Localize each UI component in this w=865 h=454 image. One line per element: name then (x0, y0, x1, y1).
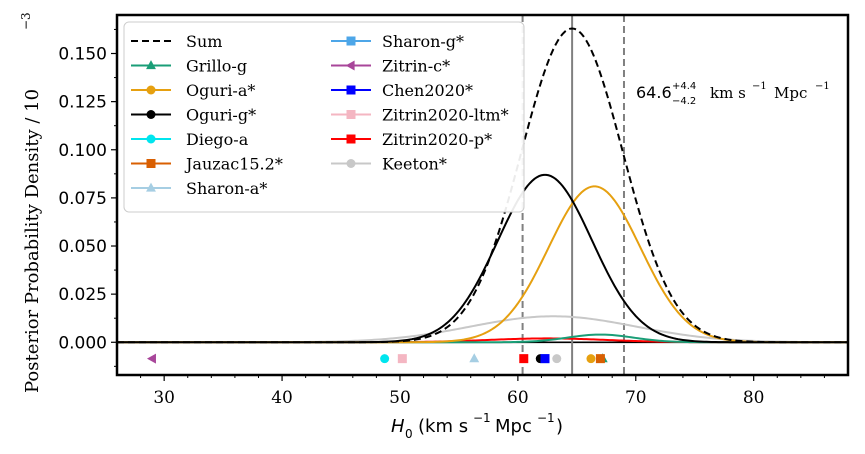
legend-marker (346, 36, 356, 46)
x-tick-label: 60 (507, 388, 529, 408)
y-tick-label: 0.050 (58, 237, 107, 257)
legend-label: Zitrin-c* (382, 57, 450, 76)
x-label-units-1: (km s (418, 416, 468, 437)
legend-marker (346, 134, 356, 144)
legend-item: Oguri-g* (131, 106, 256, 125)
legend-label: Sharon-a* (186, 179, 267, 198)
legend-item: Jauzac15.2* (131, 155, 283, 174)
y-tick-label: 0.075 (58, 189, 107, 209)
point-sharon-a (469, 353, 480, 363)
y-label-sup: −3 (19, 12, 33, 30)
legend-label: Jauzac15.2* (184, 155, 283, 174)
legend-marker (146, 60, 156, 70)
x-label-units-2: Mpc (495, 416, 532, 437)
annotation-units-sup2: −1 (815, 81, 830, 92)
legend-item: Sum (131, 32, 222, 51)
legend-item: Keeton* (331, 155, 447, 174)
curve-sum (117, 27, 848, 344)
point-zitrin2020-ltm (397, 354, 407, 364)
x-label-sup: −1 (473, 411, 491, 425)
legend-item: Oguri-a* (131, 81, 255, 100)
y-axis-label: Posterior Probability Density / 10 −3 (19, 12, 43, 393)
legend-marker (146, 85, 156, 95)
legend-label: Diego-a (186, 130, 249, 149)
h0-annotation: 64.6 +4.4 −4.2 km s −1 Mpc −1 (636, 81, 830, 107)
y-tick-label: 0.025 (58, 285, 107, 305)
x-label-units-3: ) (556, 416, 563, 437)
legend-item: Grillo-g (131, 57, 247, 76)
legend-item: Sharon-a* (131, 179, 267, 198)
legend-item: Sharon-g* (331, 32, 464, 51)
legend-marker (346, 85, 356, 95)
legend-label: Keeton* (382, 155, 447, 174)
x-axis-label: H 0 (km s −1 Mpc −1 ) (391, 411, 563, 441)
legend-marker (346, 110, 356, 119)
x-tick-label: 80 (743, 388, 765, 408)
point-zitrin2020-p (519, 354, 529, 364)
legend-label: Grillo-g (186, 57, 247, 76)
legend-label: Zitrin2020-ltm* (382, 106, 509, 125)
x-label-sup2: −1 (537, 411, 555, 425)
legend-item: Zitrin2020-p* (331, 130, 492, 149)
point-diego-a (380, 354, 390, 364)
x-tick-label: 50 (389, 388, 411, 408)
legend-marker (146, 134, 156, 144)
legend-label: Sharon-g* (382, 32, 464, 51)
plot-frame (115, 13, 850, 377)
legend-label: Oguri-a* (186, 81, 255, 100)
legend-marker (146, 110, 156, 119)
legend-label: Sum (186, 32, 222, 51)
x-tick-label: 40 (271, 388, 293, 408)
point-jauzac15-2 (595, 354, 605, 364)
annotation-minus: −4.2 (672, 96, 696, 107)
legend-item: Zitrin-c* (331, 57, 450, 76)
legend: Sum Grillo-g Oguri-a* Oguri-g* Diego-a Jauzac… (123, 21, 525, 213)
x-label-sub: 0 (405, 427, 413, 441)
point-oguri-a (586, 354, 596, 364)
y-tick-label: 0.000 (58, 333, 107, 353)
annotation-value: 64.6 (636, 83, 672, 102)
legend-label: Zitrin2020-p* (382, 130, 492, 149)
legend-item: Zitrin2020-ltm* (331, 106, 509, 125)
legend-label: Chen2020* (382, 81, 473, 100)
legend-marker (346, 159, 356, 168)
legend-marker (146, 159, 156, 168)
legend-marker (146, 182, 156, 192)
y-tick-label: 0.150 (58, 45, 107, 65)
y-label-main: Posterior Probability Density / 10 (22, 89, 43, 393)
y-tick-label: 0.100 (58, 141, 107, 161)
x-tick-label: 30 (153, 388, 175, 408)
annotation-units-sup: −1 (752, 81, 767, 92)
x-tick-label: 70 (625, 388, 647, 408)
legend-item: Diego-a (131, 130, 249, 149)
annotation-plus: +4.4 (672, 81, 696, 92)
y-tick-label: 0.125 (58, 93, 107, 113)
point-zitrin-c (146, 353, 156, 364)
legend-item: Chen2020* (331, 81, 473, 100)
legend-box (123, 21, 525, 213)
point-keeton (552, 354, 562, 364)
annotation-units-a: km s (710, 84, 746, 102)
annotation-units-b: Mpc (774, 84, 807, 102)
legend-marker (345, 60, 355, 71)
point-chen2020 (540, 354, 550, 364)
x-label-h: H (391, 416, 405, 437)
legend-label: Oguri-g* (186, 106, 256, 125)
curve-keeton (117, 315, 848, 344)
